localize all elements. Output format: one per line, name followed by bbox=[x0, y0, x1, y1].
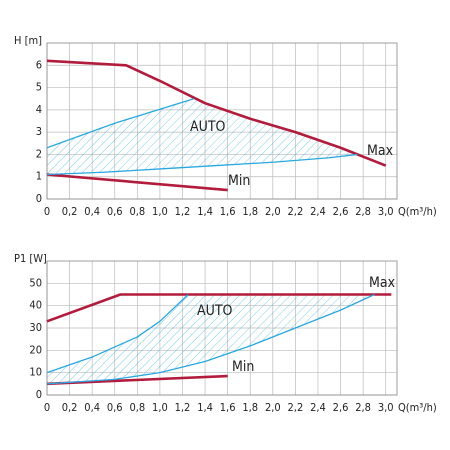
x-tick-label: 1,6 bbox=[220, 205, 236, 218]
x-tick-label: 1,2 bbox=[175, 205, 191, 218]
y-tick-label: 0 bbox=[36, 388, 42, 401]
y-tick-label: 3 bbox=[36, 125, 42, 138]
x-tick-label: 0,2 bbox=[62, 205, 78, 218]
x-tick-label: 3,0 bbox=[378, 401, 394, 414]
x-tick-label: 2,8 bbox=[355, 401, 371, 414]
x-tick-label: 1,0 bbox=[152, 205, 168, 218]
curve-label: Min bbox=[232, 359, 254, 375]
plot-frame bbox=[46, 42, 398, 200]
x-tick-label: 0 bbox=[44, 205, 50, 218]
y-tick-label: 5 bbox=[36, 81, 42, 94]
auto-region bbox=[47, 98, 358, 175]
x-tick-label: 1,2 bbox=[175, 401, 191, 414]
x-tick-label: 0,4 bbox=[84, 205, 100, 218]
y-tick-label: 40 bbox=[29, 299, 42, 312]
x-tick-label: 0,6 bbox=[107, 401, 123, 414]
region-label: AUTO bbox=[197, 303, 233, 319]
region-label: AUTO bbox=[190, 119, 226, 135]
y-tick-label: 1 bbox=[36, 170, 42, 183]
curve bbox=[46, 153, 358, 176]
curve-label: Min bbox=[228, 173, 250, 189]
y-tick-label: 20 bbox=[29, 343, 42, 356]
x-tick-label: 2,0 bbox=[265, 401, 281, 414]
y-tick-label: 10 bbox=[29, 366, 42, 379]
curve bbox=[46, 59, 387, 167]
x-tick-label: 1,4 bbox=[197, 205, 213, 218]
x-tick-label: 0,8 bbox=[129, 205, 145, 218]
x-tick-label: 1,8 bbox=[242, 401, 258, 414]
curve bbox=[46, 294, 189, 374]
x-tick-label: 2,2 bbox=[288, 401, 304, 414]
x-tick-label: 2,6 bbox=[333, 401, 349, 414]
x-tick-label: 1,4 bbox=[197, 401, 213, 414]
x-axis-label: Q(m³/h) bbox=[398, 205, 437, 218]
curve bbox=[46, 374, 228, 386]
y-tick-label: 50 bbox=[29, 276, 42, 289]
x-tick-label: 0,4 bbox=[84, 401, 100, 414]
y-tick-label: 30 bbox=[29, 321, 42, 334]
x-axis-label: Q(m³/h) bbox=[398, 401, 437, 414]
y-tick-label: 0 bbox=[36, 192, 42, 205]
x-tick-label: 0 bbox=[44, 401, 50, 414]
auto-region bbox=[47, 294, 375, 384]
x-tick-label: 2,8 bbox=[355, 205, 371, 218]
y-tick-label: 2 bbox=[36, 147, 42, 160]
x-tick-label: 1,0 bbox=[152, 401, 168, 414]
y-tick-label: 4 bbox=[36, 103, 42, 116]
y-axis-label: P1 [W] bbox=[14, 252, 47, 265]
x-tick-label: 0,6 bbox=[107, 205, 123, 218]
x-tick-label: 2,4 bbox=[310, 205, 326, 218]
x-tick-label: 2,0 bbox=[265, 205, 281, 218]
curve-label: Max bbox=[369, 275, 396, 291]
x-tick-label: 2,6 bbox=[333, 205, 349, 218]
x-tick-label: 2,2 bbox=[288, 205, 304, 218]
y-tick-label: 6 bbox=[36, 58, 42, 71]
curve bbox=[46, 293, 375, 385]
curve bbox=[46, 293, 392, 323]
x-tick-label: 3,0 bbox=[378, 205, 394, 218]
plot-frame bbox=[46, 260, 398, 396]
x-tick-label: 0,8 bbox=[129, 401, 145, 414]
curve bbox=[46, 173, 228, 192]
x-tick-label: 0,2 bbox=[62, 401, 78, 414]
x-tick-label: 1,8 bbox=[242, 205, 258, 218]
curve bbox=[46, 98, 194, 149]
curve-label: Max bbox=[367, 143, 394, 159]
x-tick-label: 2,4 bbox=[310, 401, 326, 414]
y-axis-label: H [m] bbox=[14, 34, 42, 47]
x-tick-label: 1,6 bbox=[220, 401, 236, 414]
